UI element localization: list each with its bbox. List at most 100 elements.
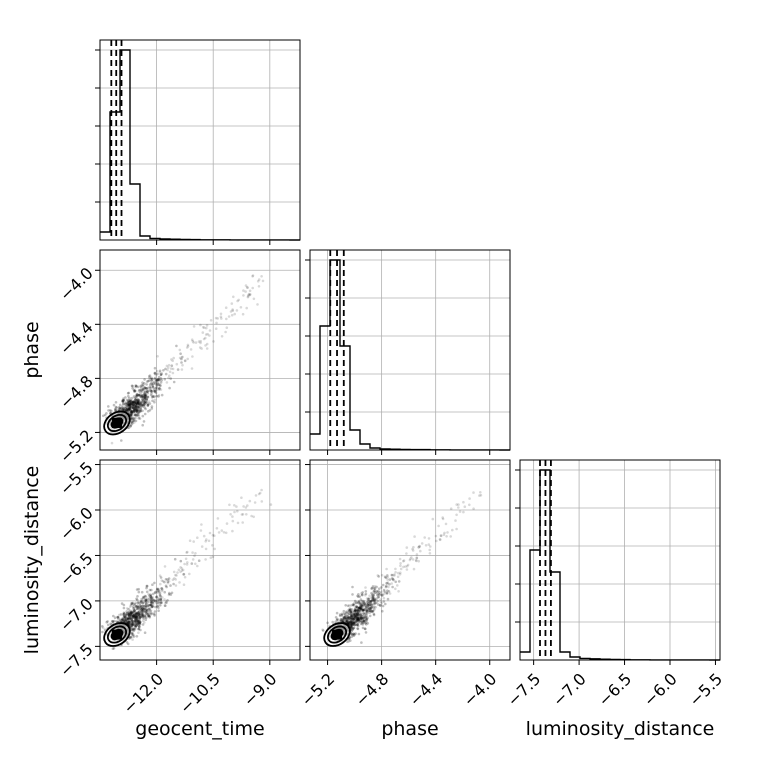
- scatter-point: [399, 567, 403, 571]
- scatter-point: [144, 391, 147, 394]
- scatter-point: [127, 607, 130, 611]
- scatter-point: [134, 605, 138, 608]
- scatter-point: [144, 602, 148, 605]
- scatter-point: [123, 619, 126, 622]
- scatter-point: [106, 623, 110, 627]
- scatter-point: [148, 374, 151, 378]
- scatter-point: [158, 371, 162, 374]
- x-tick-label: −12.0: [119, 669, 167, 717]
- scatter-point: [188, 539, 192, 542]
- scatter-point: [373, 585, 377, 588]
- scatter-point: [126, 620, 129, 623]
- scatter-point: [120, 619, 123, 622]
- scatter-point: [340, 612, 344, 616]
- scatter-point: [142, 600, 145, 603]
- scatter-point: [106, 620, 109, 623]
- scatter-point: [362, 609, 365, 612]
- scatter-point: [124, 409, 127, 412]
- scatter-point: [156, 381, 160, 385]
- scatter-point: [349, 614, 353, 618]
- scatter-point: [140, 608, 144, 611]
- scatter-point: [349, 626, 353, 629]
- scatter-point: [127, 403, 131, 407]
- scatter-point: [345, 619, 348, 623]
- scatter-point: [353, 613, 356, 616]
- scatter-point: [370, 586, 374, 590]
- scatter-point: [231, 515, 234, 518]
- scatter-point: [136, 601, 140, 605]
- scatter-point: [358, 608, 362, 611]
- scatter-point: [136, 612, 139, 615]
- scatter-point: [124, 401, 128, 404]
- scatter-point: [136, 405, 140, 409]
- scatter-point: [115, 620, 118, 623]
- scatter-point: [157, 388, 161, 391]
- scatter-point: [334, 620, 337, 624]
- scatter-point: [140, 396, 143, 399]
- scatter-point: [359, 622, 363, 626]
- scatter-point: [173, 577, 176, 580]
- scatter-point: [141, 395, 145, 399]
- scatter-point: [128, 617, 132, 620]
- scatter-point: [128, 399, 132, 403]
- scatter-point: [136, 402, 140, 405]
- scatter-point: [144, 395, 147, 399]
- scatter-point: [405, 552, 408, 555]
- scatter-point: [224, 531, 228, 535]
- scatter-point: [237, 298, 240, 302]
- scatter-point: [359, 617, 363, 621]
- scatter-point: [141, 397, 144, 401]
- scatter-point: [133, 616, 137, 620]
- scatter-point: [135, 618, 139, 622]
- scatter-point: [133, 389, 136, 393]
- scatter-point: [136, 595, 139, 598]
- scatter-point: [352, 617, 356, 620]
- scatter-point: [135, 605, 138, 608]
- scatter-point: [367, 607, 371, 611]
- scatter-point: [351, 603, 355, 607]
- scatter-point: [137, 405, 140, 409]
- scatter-point: [345, 610, 348, 613]
- scatter-point: [458, 510, 462, 513]
- scatter-point: [131, 614, 135, 618]
- scatter-point: [168, 591, 171, 595]
- scatter-point: [125, 611, 129, 615]
- scatter-point: [142, 385, 145, 388]
- scatter-point: [365, 614, 368, 617]
- scatter-point: [101, 625, 104, 628]
- scatter-point: [133, 609, 136, 612]
- scatter-point: [148, 603, 151, 607]
- scatter-point: [179, 570, 182, 574]
- scatter-point: [149, 596, 153, 599]
- density-peak-marker: [111, 417, 122, 428]
- scatter-point: [249, 293, 252, 296]
- scatter-point: [438, 538, 442, 542]
- scatter-point: [350, 620, 354, 623]
- scatter-point: [125, 618, 128, 622]
- scatter-point: [155, 382, 159, 386]
- scatter-point: [321, 629, 325, 632]
- scatter-point: [478, 494, 481, 497]
- scatter-point: [118, 618, 122, 621]
- scatter-point: [363, 602, 367, 606]
- scatter-point: [153, 591, 157, 595]
- scatter-point: [156, 602, 159, 605]
- scatter-point: [359, 598, 363, 601]
- scatter-point: [117, 620, 121, 623]
- scatter-point: [131, 615, 135, 619]
- scatter-point: [130, 411, 133, 414]
- scatter-point: [172, 380, 176, 384]
- scatter-point: [132, 614, 136, 617]
- scatter-point: [134, 402, 138, 406]
- scatter-point: [326, 621, 329, 625]
- scatter-point: [130, 411, 134, 414]
- y-tick-label: −7.5: [56, 640, 97, 681]
- scatter-point: [204, 333, 208, 336]
- scatter-point: [143, 614, 147, 618]
- scatter-point: [158, 384, 162, 388]
- scatter-point: [355, 615, 358, 618]
- scatter-point: [144, 394, 147, 398]
- scatter-point: [134, 615, 137, 618]
- scatter-point: [156, 379, 159, 382]
- scatter-point: [126, 642, 130, 646]
